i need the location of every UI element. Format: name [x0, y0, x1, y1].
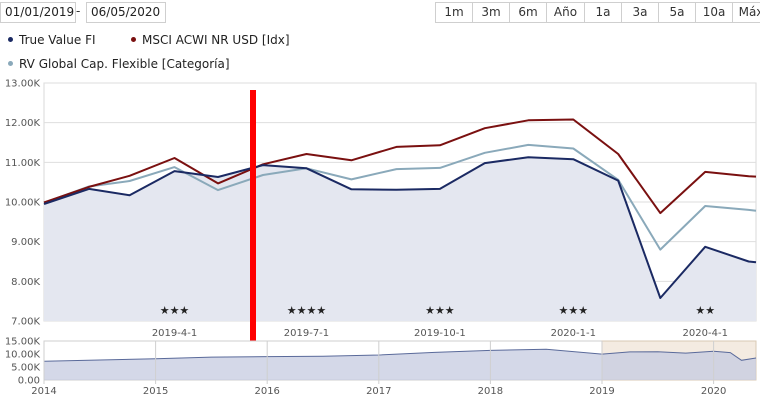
- legend-item-msci[interactable]: MSCI ACWI NR USD [Idx]: [131, 33, 290, 47]
- legend-dot-icon: [131, 37, 136, 42]
- legend-label: RV Global Cap. Flexible [Categoría]: [19, 57, 230, 71]
- true-value-area: [44, 157, 756, 321]
- x-tick-label: 2019-4-1: [152, 328, 197, 339]
- y-tick-label: 9.00K: [11, 237, 40, 248]
- legend-dot-icon: [8, 61, 13, 66]
- legend-item-true-value[interactable]: True Value FI: [8, 33, 96, 47]
- range-button-3a[interactable]: 3a: [621, 2, 659, 23]
- navigator-x-tick-label: 2020: [701, 386, 726, 397]
- y-tick-label: 11.00K: [5, 158, 41, 169]
- legend-item-rv-global[interactable]: RV Global Cap. Flexible [Categoría]: [8, 57, 230, 71]
- navigator-y-tick-label: 5.00K: [11, 363, 40, 374]
- x-tick-label: 2020-4-1: [683, 328, 728, 339]
- range-button-1m[interactable]: 1m: [435, 2, 473, 23]
- x-tick-label: 2019-7-1: [284, 328, 329, 339]
- y-tick-label: 8.00K: [11, 277, 40, 288]
- date-separator: -: [76, 4, 81, 18]
- rating-stars: ★★: [695, 304, 715, 317]
- legend-dot-icon: [8, 37, 13, 42]
- range-button-10a[interactable]: 10a: [695, 2, 733, 23]
- range-button-group: 1m 3m 6m Año 1a 3a 5a 10a Máx: [435, 2, 760, 23]
- navigator-x-tick-label: 2019: [589, 386, 614, 397]
- y-tick-label: 7.00K: [11, 317, 40, 328]
- range-button-ytd[interactable]: Año: [546, 2, 585, 23]
- rating-stars: ★★★: [425, 304, 455, 317]
- range-button-6m[interactable]: 6m: [509, 2, 547, 23]
- range-button-max[interactable]: Máx: [732, 2, 760, 23]
- navigator-y-tick-label: 10.00K: [5, 350, 41, 361]
- rating-stars: ★★★: [160, 304, 190, 317]
- legend-label: MSCI ACWI NR USD [Idx]: [142, 33, 290, 47]
- x-tick-label: 2020-1-1: [551, 328, 596, 339]
- series-line-rv-global: [43, 143, 757, 251]
- y-tick-label: 12.00K: [5, 118, 41, 129]
- x-tick-label: 2019-10-1: [414, 328, 466, 339]
- navigator-y-tick-label: 0.00: [18, 376, 40, 387]
- navigator-y-tick-label: 15.00K: [5, 337, 41, 348]
- y-tick-label: 13.00K: [5, 79, 41, 90]
- y-tick-label: 10.00K: [5, 198, 41, 209]
- navigator-area: [44, 349, 756, 380]
- series-line-msci: [43, 118, 757, 215]
- range-button-5a[interactable]: 5a: [658, 2, 696, 23]
- date-to-input[interactable]: 06/05/2020: [86, 2, 166, 23]
- rating-stars: ★★★: [558, 304, 588, 317]
- navigator-x-tick-label: 2017: [366, 386, 391, 397]
- navigator-x-tick-label: 2016: [254, 386, 279, 397]
- navigator-x-tick-label: 2015: [143, 386, 168, 397]
- series-line-true-value: [43, 156, 757, 299]
- legend-label: True Value FI: [19, 33, 96, 47]
- navigator-line: [43, 348, 757, 362]
- rating-stars: ★★★★: [287, 304, 327, 317]
- navigator-x-tick-label: 2018: [478, 386, 503, 397]
- date-from-input[interactable]: 01/01/2019: [0, 2, 76, 23]
- red-annotation-marker: [250, 90, 256, 348]
- navigator-x-tick-label: 2014: [31, 386, 56, 397]
